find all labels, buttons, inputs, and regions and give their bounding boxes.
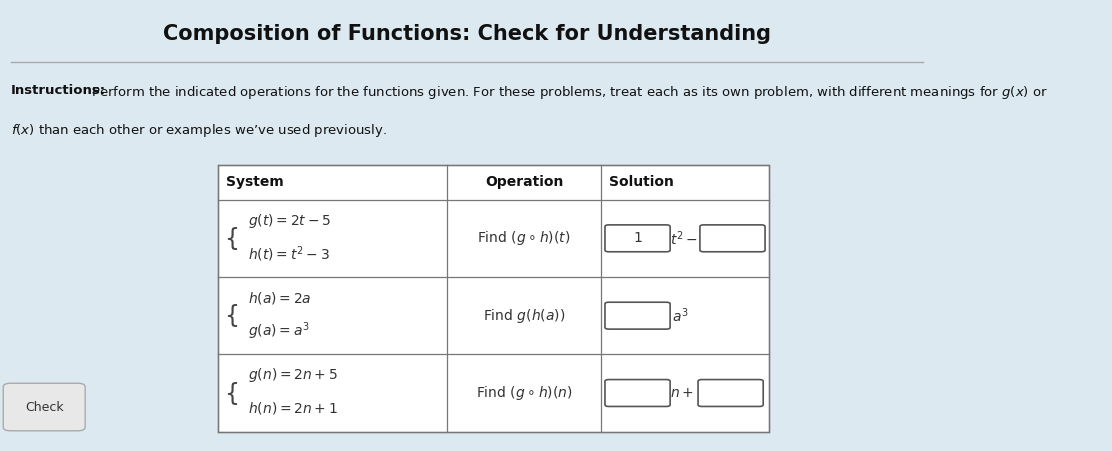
Text: System: System — [226, 175, 284, 189]
Text: Composition of Functions: Check for Understanding: Composition of Functions: Check for Unde… — [162, 24, 771, 44]
Text: Operation: Operation — [485, 175, 564, 189]
Text: Find $(g \circ h)(t)$: Find $(g \circ h)(t)$ — [477, 229, 570, 247]
FancyBboxPatch shape — [218, 165, 770, 432]
Text: $\{$: $\{$ — [224, 302, 238, 329]
Text: Check: Check — [24, 401, 63, 414]
Text: $\{$: $\{$ — [224, 225, 238, 252]
Text: $g(t) = 2t - 5$: $g(t) = 2t - 5$ — [248, 212, 331, 230]
Text: $h(n) = 2n + 1$: $h(n) = 2n + 1$ — [248, 400, 338, 416]
Text: $t^2-$: $t^2-$ — [671, 229, 698, 248]
Text: $a^3$: $a^3$ — [672, 306, 688, 325]
FancyBboxPatch shape — [3, 383, 86, 431]
Text: 1: 1 — [633, 231, 642, 245]
Text: $h(t) = t^2 - 3$: $h(t) = t^2 - 3$ — [248, 244, 330, 263]
Text: $h(a) = 2a$: $h(a) = 2a$ — [248, 290, 311, 306]
FancyBboxPatch shape — [605, 302, 671, 329]
Text: $f(x)$ than each other or examples we’ve used previously.: $f(x)$ than each other or examples we’ve… — [11, 122, 387, 139]
Text: $g(a) = a^3$: $g(a) = a^3$ — [248, 320, 310, 342]
Text: Find $g(h(a))$: Find $g(h(a))$ — [483, 307, 565, 325]
FancyBboxPatch shape — [698, 380, 763, 406]
Text: $n+$: $n+$ — [671, 386, 694, 400]
Text: Instructions:: Instructions: — [11, 84, 106, 97]
Text: $g(n) = 2n + 5$: $g(n) = 2n + 5$ — [248, 366, 338, 384]
Text: Find $(g \circ h)(n)$: Find $(g \circ h)(n)$ — [476, 384, 573, 402]
Text: $\{$: $\{$ — [224, 379, 238, 406]
Text: Perform the indicated operations for the functions given. For these problems, tr: Perform the indicated operations for the… — [87, 84, 1048, 101]
FancyBboxPatch shape — [699, 225, 765, 252]
Text: Solution: Solution — [608, 175, 674, 189]
FancyBboxPatch shape — [605, 380, 671, 406]
FancyBboxPatch shape — [605, 225, 671, 252]
